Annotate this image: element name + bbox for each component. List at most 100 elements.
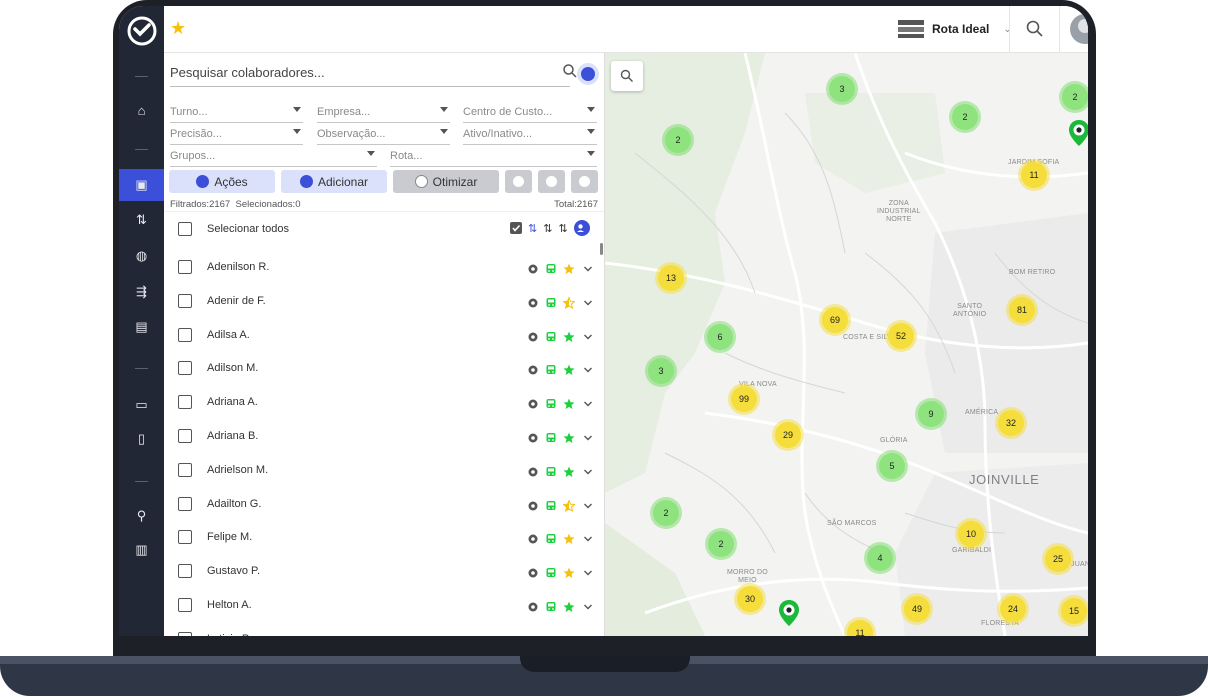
search-icon[interactable] (1025, 19, 1045, 39)
map-pin-icon[interactable] (1068, 119, 1088, 147)
map-cluster[interactable]: 13 (658, 265, 684, 291)
gear-icon[interactable] (527, 262, 539, 274)
list-scrollbar[interactable] (600, 243, 603, 255)
routes-icon[interactable]: ⇅ (136, 212, 147, 227)
chevron-down-icon[interactable] (582, 566, 594, 578)
map-cluster[interactable]: 30 (737, 586, 763, 612)
star-icon[interactable] (563, 330, 575, 342)
search-icon[interactable] (562, 63, 578, 79)
search-input[interactable] (170, 59, 540, 85)
chevron-down-icon[interactable] (582, 532, 594, 544)
home-icon[interactable]: ⌂ (137, 102, 146, 118)
chevron-down-icon[interactable] (582, 363, 594, 375)
filter-rota[interactable]: Rota... (390, 147, 597, 167)
map-cluster[interactable]: 32 (998, 410, 1024, 436)
list-item[interactable]: Adilson M. (164, 352, 600, 386)
row-checkbox[interactable] (178, 260, 192, 274)
star-icon[interactable] (563, 431, 575, 443)
map-cluster[interactable]: 2 (952, 104, 978, 130)
star-icon[interactable] (563, 397, 575, 410)
map-cluster[interactable]: 11 (1021, 162, 1047, 188)
chevron-down-icon[interactable] (582, 431, 594, 443)
map-cluster[interactable]: 6 (707, 324, 733, 350)
map-cluster[interactable]: 3 (829, 76, 855, 102)
bus-icon[interactable] (545, 465, 557, 477)
map-cluster[interactable]: 9 (918, 401, 944, 427)
chevron-down-icon[interactable] (582, 262, 594, 274)
map-cluster[interactable]: 15 (1061, 598, 1087, 624)
row-checkbox[interactable] (178, 429, 192, 443)
sort-icon[interactable]: ⇅ (558, 222, 568, 235)
map-cluster[interactable]: 4 (867, 545, 893, 571)
message-icon[interactable]: ▭ (135, 397, 148, 412)
chevron-down-icon[interactable] (582, 296, 594, 308)
sort-active-icon[interactable]: ⇅ (528, 222, 538, 235)
map-cluster[interactable]: 25 (1045, 546, 1071, 572)
favorite-star-icon[interactable]: ★ (170, 18, 187, 38)
chevron-down-icon[interactable] (582, 600, 594, 612)
chevron-down-icon[interactable] (582, 465, 594, 477)
gear-icon[interactable] (527, 600, 539, 612)
star-icon[interactable] (563, 363, 575, 376)
list-item[interactable]: Adilsa A. (164, 319, 600, 353)
map-cluster[interactable]: 2 (653, 500, 679, 526)
list-item[interactable]: Leticia P. (164, 623, 600, 636)
bus-icon[interactable]: ▥ (135, 542, 148, 557)
star-half-icon[interactable] (562, 296, 576, 309)
collaborators-icon[interactable]: ▣ (119, 169, 164, 201)
map-cluster[interactable]: 2 (1062, 84, 1088, 110)
add-button[interactable]: Adicionar (281, 170, 387, 193)
star-icon[interactable] (563, 465, 575, 477)
gear-icon[interactable] (527, 634, 539, 636)
map-view[interactable]: ZONA INDUSTRIAL NORTE JARDIM SOFIA BOM R… (605, 53, 1088, 636)
row-checkbox[interactable] (178, 496, 192, 511)
gear-icon[interactable] (527, 566, 539, 578)
gear-icon[interactable] (527, 363, 539, 375)
row-checkbox[interactable] (178, 327, 192, 342)
chevron-down-icon[interactable] (582, 634, 594, 636)
sort-icon[interactable]: ⇅ (543, 222, 553, 235)
chevron-down-icon[interactable] (582, 330, 594, 342)
row-checkbox[interactable] (178, 395, 192, 410)
row-checkbox[interactable] (178, 361, 192, 376)
row-checkbox[interactable] (178, 564, 192, 579)
optimize-icon[interactable]: ⇶ (136, 284, 147, 299)
star-icon[interactable] (563, 634, 575, 636)
chevron-down-icon[interactable] (582, 499, 594, 511)
bus-icon[interactable] (545, 532, 557, 544)
gear-icon[interactable] (527, 397, 539, 409)
gear-icon[interactable] (527, 431, 539, 443)
map-cluster[interactable]: 99 (731, 386, 757, 412)
map-cluster[interactable]: 3 (648, 358, 674, 384)
list-item[interactable]: Helton A. (164, 589, 600, 623)
map-cluster[interactable]: 52 (888, 323, 914, 349)
group-users-icon[interactable] (573, 220, 590, 236)
bus-icon[interactable] (545, 363, 557, 375)
map-search-button[interactable] (611, 61, 643, 91)
filter-ativo[interactable]: Ativo/Inativo... (463, 125, 597, 145)
manage-users-button[interactable] (571, 170, 598, 193)
map-cluster[interactable]: 2 (665, 127, 691, 153)
globe-icon[interactable]: ◍ (135, 248, 148, 263)
bus-icon[interactable] (545, 600, 557, 612)
filter-empresa[interactable]: Empresa... (317, 103, 450, 123)
list-item[interactable]: Felipe M. (164, 521, 600, 555)
map-cluster[interactable]: 69 (822, 307, 848, 333)
route-selector[interactable]: Rota Ideal ⌄ (898, 19, 1012, 39)
list-item[interactable]: Adenir de F. (164, 285, 600, 319)
gear-icon[interactable] (527, 499, 539, 511)
driver-icon[interactable]: ⚲ (136, 508, 147, 523)
gear-icon[interactable] (527, 465, 539, 477)
map-cluster[interactable]: 24 (1000, 596, 1026, 622)
list-item[interactable]: Adriana B. (164, 420, 600, 454)
star-icon[interactable] (563, 600, 575, 612)
gear-icon[interactable] (527, 296, 539, 308)
actions-button[interactable]: Ações (169, 170, 275, 193)
map-cluster[interactable]: 49 (904, 596, 930, 622)
avatar[interactable] (1070, 14, 1088, 44)
row-checkbox[interactable] (178, 598, 192, 612)
download-button[interactable] (505, 170, 532, 193)
bus-icon[interactable] (545, 566, 557, 578)
gear-icon[interactable] (527, 532, 539, 544)
row-checkbox[interactable] (178, 462, 192, 477)
